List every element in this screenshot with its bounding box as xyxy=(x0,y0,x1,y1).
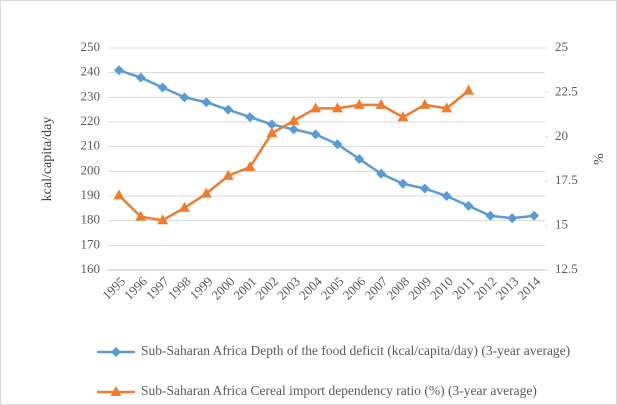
y-tick-label: 200 xyxy=(81,162,101,177)
point xyxy=(376,168,387,179)
point xyxy=(288,124,299,135)
point xyxy=(441,102,453,113)
point xyxy=(266,127,278,138)
point xyxy=(463,200,474,211)
point xyxy=(310,129,321,140)
point xyxy=(529,210,540,221)
y2-tick-label: 22.5 xyxy=(555,83,578,98)
y-tick-label: 250 xyxy=(81,39,101,54)
legend-label: Sub-Saharan Africa Cereal import depende… xyxy=(141,383,537,398)
y-tick-label: 210 xyxy=(81,138,101,153)
y2-tick-label: 20 xyxy=(555,128,568,143)
y2-axis-label: % xyxy=(592,153,607,165)
y-tick-label: 240 xyxy=(81,64,101,79)
y2-tick-label: 12.5 xyxy=(555,261,578,276)
y-tick-label: 230 xyxy=(81,88,101,103)
point xyxy=(201,97,212,108)
point xyxy=(288,114,300,125)
y2-tick-label: 17.5 xyxy=(555,172,578,187)
point xyxy=(157,214,169,225)
y-tick-label: 190 xyxy=(81,187,101,202)
point xyxy=(245,112,256,123)
point xyxy=(375,98,387,109)
point xyxy=(222,169,234,180)
point xyxy=(331,102,343,113)
point xyxy=(135,210,147,221)
point xyxy=(463,84,475,95)
point xyxy=(397,111,409,122)
point xyxy=(113,189,125,200)
point xyxy=(419,98,431,109)
point xyxy=(110,386,122,396)
y-tick-label: 220 xyxy=(81,113,101,128)
point xyxy=(135,72,146,83)
point xyxy=(178,201,190,212)
point xyxy=(111,347,121,357)
point xyxy=(441,191,452,201)
point xyxy=(244,160,256,171)
point xyxy=(353,98,365,109)
point xyxy=(179,92,190,103)
y-tick-label: 170 xyxy=(81,236,101,251)
point xyxy=(113,65,124,76)
point xyxy=(397,178,408,189)
y2-tick-label: 15 xyxy=(555,217,568,232)
y-axis-label: kcal/capita/day xyxy=(40,117,55,202)
point xyxy=(485,210,496,221)
point xyxy=(332,139,343,150)
legend-label: Sub-Saharan Africa Depth of the food def… xyxy=(141,343,570,358)
y2-tick-label: 25 xyxy=(555,39,568,54)
y-tick-label: 180 xyxy=(81,212,101,227)
point xyxy=(266,119,277,130)
point xyxy=(310,102,322,113)
point xyxy=(419,183,430,194)
point xyxy=(200,187,212,198)
point xyxy=(223,104,234,115)
point xyxy=(354,154,365,164)
point xyxy=(507,213,518,224)
y-tick-label: 160 xyxy=(81,261,101,276)
point xyxy=(157,82,168,93)
